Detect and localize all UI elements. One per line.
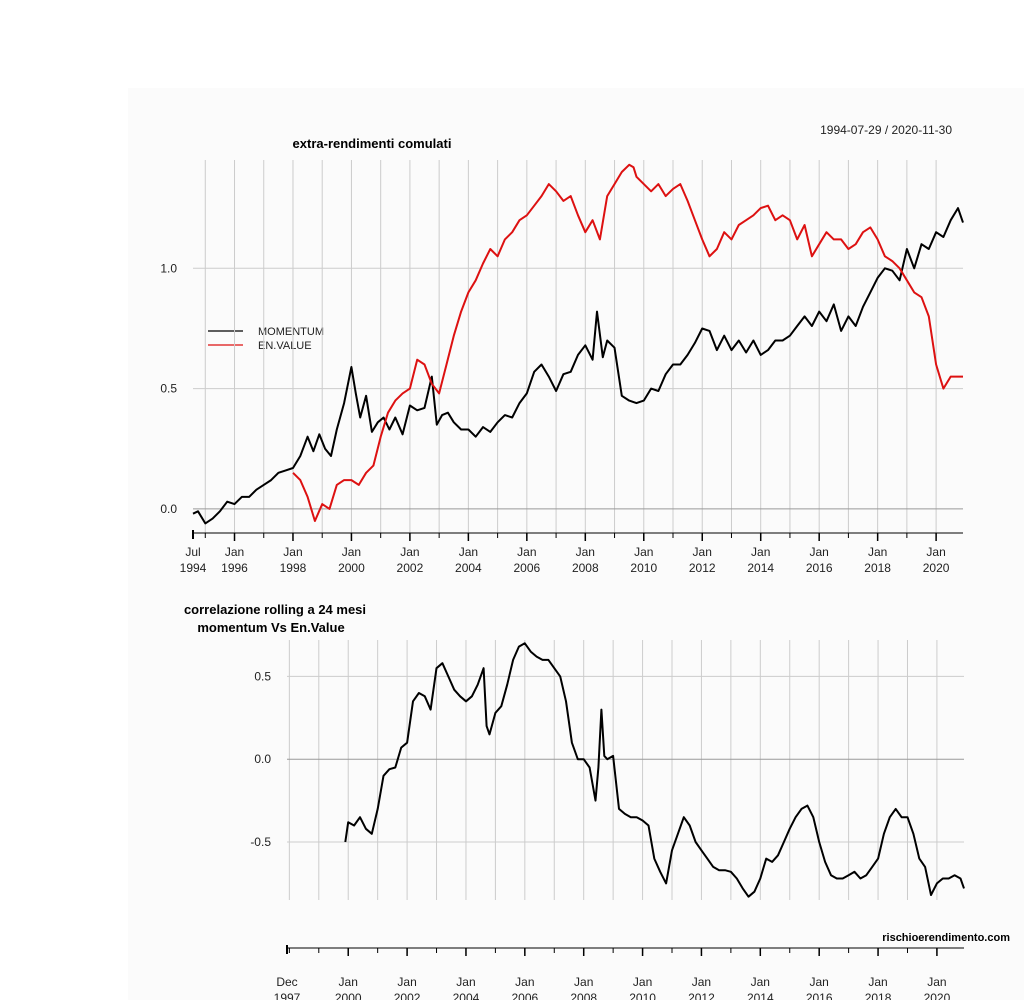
x-tick-label-year: 1994 [180,561,207,575]
x-tick-label-year: 2002 [394,991,421,1000]
x-tick-label-month: Jan [868,975,887,989]
date-range-label: 1994-07-29 / 2020-11-30 [820,123,952,137]
x-tick-label-month: Jan [574,975,593,989]
x-tick-label-month: Jan [693,545,712,559]
x-tick-label-month: Jan [515,975,534,989]
x-tick-label-year: 2004 [453,991,480,1000]
x-tick-label-year: 2016 [806,561,833,575]
y-tick-label: 1.0 [160,261,177,275]
x-tick-label-month: Jan [225,545,244,559]
x-tick-label-month: Jan [633,975,652,989]
y-tick-label: 0.5 [160,382,177,396]
x-tick-label-year: 2010 [629,991,656,1000]
x-tick-label-month: Jan [927,975,946,989]
x-tick-label-month: Jan [926,545,945,559]
x-tick-label-month: Jan [810,975,829,989]
x-tick-label-month: Jan [400,545,419,559]
x-tick-label-month: Jan [517,545,536,559]
x-tick-label-month: Jul [185,545,200,559]
x-tick-label-month: Dec [276,975,297,989]
y-tick-label: 0.0 [160,502,177,516]
legend-en-value-label: EN.VALUE [258,340,312,352]
x-tick-label-year: 2010 [630,561,657,575]
x-tick-label-year: 2014 [747,991,774,1000]
x-tick-label-year: 2012 [688,991,715,1000]
x-tick-label-year: 2016 [806,991,833,1000]
x-tick-label-year: 1997 [274,991,301,1000]
x-tick-label-year: 2006 [511,991,538,1000]
x-tick-label-year: 2008 [572,561,599,575]
x-tick-label-year: 2020 [924,991,951,1000]
x-tick-label-month: Jan [397,975,416,989]
x-tick-label-month: Jan [456,975,475,989]
x-tick-label-year: 2006 [513,561,540,575]
x-tick-label-year: 2008 [570,991,597,1000]
x-tick-label-year: 2000 [335,991,362,1000]
x-tick-label-month: Jan [459,545,478,559]
x-tick-label-year: 2000 [338,561,365,575]
x-tick-label-year: 2014 [747,561,774,575]
y-tick-label: 0.5 [254,669,271,683]
legend-momentum-label: MOMENTUM [258,326,324,338]
series-line-en-value [292,163,963,522]
x-tick-label-month: Jan [342,545,361,559]
x-tick-label-year: 2018 [864,561,891,575]
top-chart-title: extra-rendimenti comulati [293,136,452,151]
x-tick-label-year: 1998 [280,561,307,575]
watermark: rischioerendimento.com [882,932,1010,944]
x-tick-label-year: 2020 [923,561,950,575]
x-tick-label-year: 2004 [455,561,482,575]
x-tick-label-month: Jan [751,975,770,989]
x-tick-label-month: Jan [634,545,653,559]
x-tick-label-month: Jan [809,545,828,559]
x-tick-label-month: Jan [283,545,302,559]
x-tick-label-month: Jan [339,975,358,989]
x-tick-label-month: Jan [751,545,770,559]
y-tick-label: 0.0 [254,752,271,766]
series-line-momentum [192,207,964,525]
x-tick-label-year: 2018 [865,991,892,1000]
bottom-chart-title: correlazione rolling a 24 mesi [184,602,366,617]
x-tick-label-year: 1996 [221,561,248,575]
series-line-correlazione [344,642,965,898]
chart-panel-background [128,88,1024,1000]
x-tick-label-year: 2002 [397,561,424,575]
x-tick-label-month: Jan [692,975,711,989]
x-tick-label-month: Jan [868,545,887,559]
x-tick-label-year: 2012 [689,561,716,575]
y-tick-label: -0.5 [250,835,271,849]
bottom-chart-subtitle: momentum Vs En.Value [197,620,344,635]
x-tick-label-month: Jan [576,545,595,559]
